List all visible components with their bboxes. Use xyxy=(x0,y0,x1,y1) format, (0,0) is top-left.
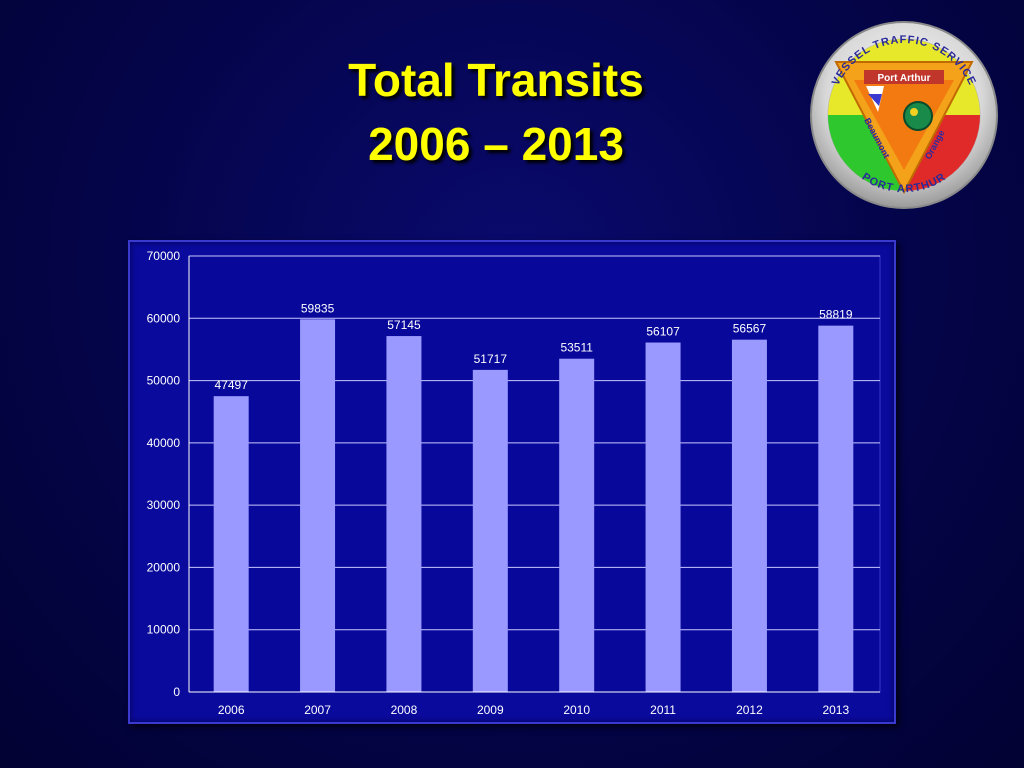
x-tick-label: 2007 xyxy=(304,703,331,717)
bar-value-label: 51717 xyxy=(474,352,508,366)
bar xyxy=(818,325,854,692)
bars xyxy=(213,319,854,692)
title-line-1: Total Transits xyxy=(348,54,644,106)
slide-title: Total Transits 2006 – 2013 xyxy=(200,48,792,176)
y-tick-label: 50000 xyxy=(147,374,181,388)
bar-value-label: 57145 xyxy=(387,318,421,332)
bar-value-label: 56567 xyxy=(733,322,767,336)
bar-value-label: 59835 xyxy=(301,301,335,315)
title-line-2: 2006 – 2013 xyxy=(368,118,624,170)
bar xyxy=(472,369,508,692)
bar-value-label: 53511 xyxy=(560,341,593,355)
bar xyxy=(213,396,249,692)
bar-value-label: 58819 xyxy=(819,308,853,322)
y-tick-label: 10000 xyxy=(147,623,181,637)
x-axis-ticks: 2006 2007 2008 2009 2010 2011 2012 2013 xyxy=(218,703,850,717)
bar xyxy=(386,336,422,692)
x-tick-label: 2011 xyxy=(650,703,676,717)
logo-banner-text: Port Arthur xyxy=(878,73,931,84)
x-tick-label: 2009 xyxy=(477,703,504,717)
bar xyxy=(559,358,595,692)
x-tick-label: 2012 xyxy=(736,703,763,717)
x-tick-label: 2013 xyxy=(822,703,849,717)
y-tick-label: 60000 xyxy=(147,311,181,325)
y-tick-label: 20000 xyxy=(147,560,181,574)
bar xyxy=(300,319,336,692)
y-tick-label: 40000 xyxy=(147,436,181,450)
bar-value-label: 47497 xyxy=(215,378,249,392)
x-tick-label: 2008 xyxy=(391,703,418,717)
x-tick-label: 2010 xyxy=(563,703,590,717)
plot-area xyxy=(188,255,881,693)
y-tick-label: 0 xyxy=(173,685,180,699)
y-tick-label: 30000 xyxy=(147,498,181,512)
x-tick-label: 2006 xyxy=(218,703,245,717)
bar xyxy=(645,342,681,692)
bar xyxy=(731,339,767,692)
bar-value-label: 56107 xyxy=(646,325,680,339)
chart-frame: 47497 59835 57145 51717 53511 56107 56567 58819… xyxy=(128,240,896,724)
vts-seal-icon: Port Arthur Beaumont Orange VESSEL TRAFF… xyxy=(810,21,998,209)
bar-chart: 47497 59835 57145 51717 53511 56107 56567 58819… xyxy=(147,249,881,717)
data-labels: 47497 59835 57145 51717 53511 56107 56567 58819 xyxy=(215,301,853,392)
y-axis-ticks: 0 10000 20000 30000 40000 50000 60000 70000 xyxy=(147,249,181,699)
y-tick-label: 70000 xyxy=(147,249,181,263)
